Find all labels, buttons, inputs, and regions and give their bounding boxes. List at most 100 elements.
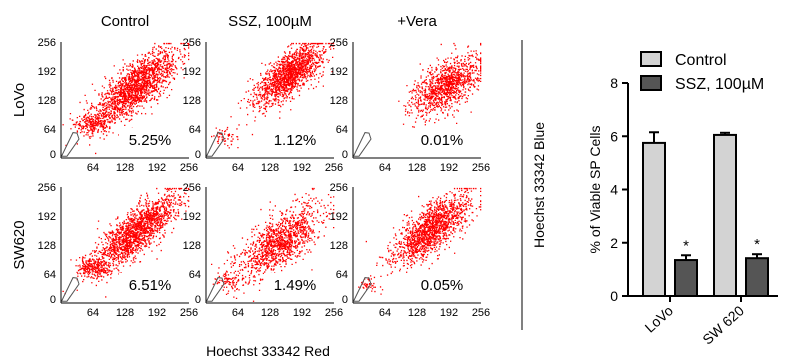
x-tick-label: 256 bbox=[472, 307, 490, 319]
x-tick-label: 128 bbox=[116, 162, 134, 174]
sp-gate-polygon bbox=[206, 277, 225, 302]
scatter-panel: 0 64 128 192 256 64 128 192 256 5.25% bbox=[38, 37, 199, 174]
scatter-points bbox=[62, 187, 190, 298]
bar-category-label: LoVo bbox=[642, 302, 677, 335]
y-tick-label: 64 bbox=[189, 124, 201, 136]
y-tick-label: 256 bbox=[183, 37, 201, 49]
x-tick-label: 192 bbox=[293, 307, 311, 319]
x-tick-label: 192 bbox=[440, 162, 458, 174]
percent-label-background bbox=[411, 273, 473, 295]
x-tick-label: 64 bbox=[379, 162, 391, 174]
sp-percent-label: 0.05% bbox=[421, 277, 464, 294]
y-tick-label: 192 bbox=[183, 211, 201, 223]
bar-chart: 0 2 4 6 8 % of Viable SP Cells * LoVo * SW 620 Con… bbox=[587, 51, 778, 348]
y-tick-label: 0 bbox=[342, 149, 348, 161]
y-tick-label: 128 bbox=[183, 95, 201, 107]
sp-gate-polygon bbox=[61, 277, 80, 302]
scatter-points bbox=[358, 187, 482, 295]
y-tick-label: 64 bbox=[189, 269, 201, 281]
y-tick-label: 64 bbox=[44, 269, 56, 281]
y-tick-label: 128 bbox=[183, 240, 201, 252]
y-tick-label: 128 bbox=[38, 95, 56, 107]
scatter-panel: 0 64 128 192 256 64 128 192 256 1.49% bbox=[183, 182, 344, 319]
sp-percent-label: 6.51% bbox=[129, 277, 172, 294]
y-tick-label: 64 bbox=[336, 269, 348, 281]
sp-gate-polygon bbox=[61, 132, 80, 157]
x-tick-label: 64 bbox=[232, 307, 244, 319]
bar-y-tick-label: 4 bbox=[610, 182, 618, 198]
x-tick-label: 256 bbox=[180, 307, 198, 319]
scatter-points bbox=[398, 42, 482, 131]
percent-label-background bbox=[119, 128, 181, 150]
y-tick-label: 192 bbox=[330, 211, 348, 223]
y-tick-label: 256 bbox=[330, 182, 348, 194]
bar-y-tick-label: 8 bbox=[610, 75, 618, 91]
x-tick-label: 64 bbox=[87, 307, 99, 319]
bar-category-label: SW 620 bbox=[699, 302, 747, 347]
y-tick-label: 0 bbox=[195, 294, 201, 306]
sp-percent-label: 1.49% bbox=[274, 277, 317, 294]
bar-y-tick-label: 2 bbox=[610, 235, 618, 251]
x-tick-label: 128 bbox=[261, 162, 279, 174]
x-tick-label: 128 bbox=[261, 307, 279, 319]
legend-swatch bbox=[640, 75, 662, 91]
bar bbox=[674, 259, 698, 297]
row-label: LoVo bbox=[11, 83, 28, 117]
sp-gate-polygon bbox=[206, 132, 225, 157]
x-tick-label: 256 bbox=[180, 162, 198, 174]
scatter-points bbox=[211, 42, 335, 149]
x-tick-label: 192 bbox=[293, 162, 311, 174]
y-tick-label: 128 bbox=[330, 240, 348, 252]
y-tick-label: 64 bbox=[44, 124, 56, 136]
x-tick-label: 64 bbox=[232, 162, 244, 174]
y-tick-label: 128 bbox=[330, 95, 348, 107]
scatter-points bbox=[62, 42, 190, 155]
x-tick-label: 192 bbox=[148, 307, 166, 319]
x-tick-label: 64 bbox=[379, 307, 391, 319]
column-title: Control bbox=[101, 13, 149, 30]
bar-y-axis-title: % of Viable SP Cells bbox=[587, 126, 603, 254]
y-tick-label: 64 bbox=[336, 124, 348, 136]
bar bbox=[745, 257, 769, 298]
column-title: SSZ, 100µM bbox=[228, 13, 312, 30]
bar bbox=[642, 141, 666, 297]
scatter-panel: 0 64 128 192 256 64 128 192 256 0.05% bbox=[330, 182, 491, 319]
x-tick-label: 192 bbox=[440, 307, 458, 319]
percent-label-background bbox=[411, 128, 473, 150]
percent-label-background bbox=[119, 273, 181, 295]
y-tick-label: 0 bbox=[50, 149, 56, 161]
x-tick-label: 256 bbox=[472, 162, 490, 174]
y-tick-label: 192 bbox=[330, 66, 348, 78]
x-tick-label: 128 bbox=[408, 162, 426, 174]
sp-percent-label: 0.01% bbox=[421, 132, 464, 149]
bar-y-tick-label: 0 bbox=[610, 288, 618, 304]
y-tick-label: 0 bbox=[50, 294, 56, 306]
flow-cytometry-grid: Hoechst 33342 Red Hoechst 33342 Blue Con… bbox=[11, 13, 547, 359]
sp-gate-polygon bbox=[353, 132, 372, 157]
legend-swatch bbox=[640, 51, 662, 67]
bar bbox=[713, 133, 737, 297]
x-tick-label: 64 bbox=[87, 162, 99, 174]
y-tick-label: 192 bbox=[183, 66, 201, 78]
y-tick-label: 0 bbox=[342, 294, 348, 306]
y-tick-label: 256 bbox=[38, 182, 56, 194]
sp-percent-label: 1.12% bbox=[274, 132, 317, 149]
scatter-panel: 0 64 128 192 256 64 128 192 256 0.01% bbox=[330, 37, 491, 174]
column-title: +Vera bbox=[397, 13, 437, 30]
sp-percent-label: 5.25% bbox=[129, 132, 172, 149]
legend-label: Control bbox=[675, 52, 727, 69]
y-tick-label: 256 bbox=[38, 37, 56, 49]
y-tick-label: 256 bbox=[330, 37, 348, 49]
x-tick-label: 128 bbox=[408, 307, 426, 319]
significance-mark: * bbox=[754, 236, 760, 253]
scatter-panel: 0 64 128 192 256 64 128 192 256 6.51% bbox=[38, 182, 199, 319]
row-label: SW620 bbox=[11, 220, 28, 269]
x-tick-label: 128 bbox=[116, 307, 134, 319]
y-tick-label: 192 bbox=[38, 66, 56, 78]
legend-label: SSZ, 100µM bbox=[675, 76, 764, 93]
sp-gate-polygon bbox=[353, 277, 372, 302]
y-tick-label: 128 bbox=[38, 240, 56, 252]
x-tick-label: 256 bbox=[325, 307, 343, 319]
bar-y-tick-label: 6 bbox=[610, 128, 618, 144]
